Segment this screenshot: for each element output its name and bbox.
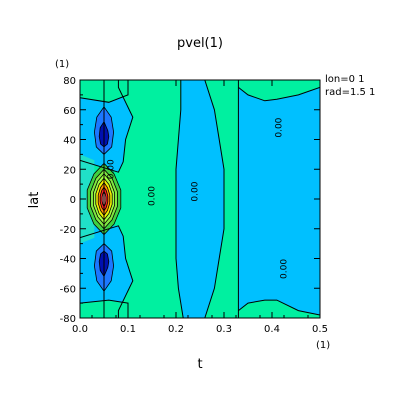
x-tick-label-4: 0.4 xyxy=(264,324,280,335)
y-tick-label-7: 60 xyxy=(63,106,76,117)
zero-line-right-left xyxy=(204,80,225,318)
zero-line-right-north xyxy=(238,86,320,102)
y-unit-label: (1) xyxy=(55,59,69,70)
contour-label-2: 0.00 xyxy=(191,181,201,201)
x-tick-label-5: 0.5 xyxy=(312,324,328,335)
x-unit-label: (1) xyxy=(316,340,330,351)
x-tick-label-1: 0.1 xyxy=(120,324,136,335)
contour-line-layer xyxy=(80,80,320,318)
y-tick-label-1: -60 xyxy=(60,284,76,295)
zero-line-center-left-s xyxy=(80,225,134,318)
y-tick-label-3: -20 xyxy=(60,225,76,236)
contour-label-0: 0.00 xyxy=(107,159,117,179)
y-axis-label: lat xyxy=(27,192,42,209)
axes-layer: 0.0 0.1 0.2 0.3 0.4 0.5 -80 -60 -40 -20 0 20 40 60 80 xyxy=(60,76,328,335)
y-tick-label-5: 20 xyxy=(63,165,76,176)
zero-line-center-left xyxy=(80,80,134,173)
teal-region-right xyxy=(204,80,320,318)
zero-line-center-right xyxy=(175,80,184,318)
contour-label-1: 0.00 xyxy=(147,186,157,206)
x-tick-label-2: 0.2 xyxy=(168,324,184,335)
x-tick-label-0: 0.0 xyxy=(72,324,88,335)
zero-line-top-left xyxy=(80,80,129,103)
y-tick-label-0: -80 xyxy=(60,314,76,325)
y-tick-label-4: 0 xyxy=(70,195,76,206)
y-tick-label-6: 40 xyxy=(63,136,76,147)
contour-label-layer: 0.00 0.00 0.00 0.00 0.00 xyxy=(107,117,290,279)
x-tick-label-3: 0.3 xyxy=(216,324,232,335)
contour-label-3: 0.00 xyxy=(275,117,285,137)
y-tick-label-2: -40 xyxy=(60,255,76,266)
y-tick-label-8: 80 xyxy=(63,76,76,87)
teal-region-center xyxy=(80,80,184,318)
contour-fill-layer xyxy=(80,80,320,318)
annotation-rad: rad=1.5 1 xyxy=(325,87,375,98)
zero-line-bottom-left xyxy=(80,299,129,318)
contour-label-4: 0.00 xyxy=(279,259,289,279)
zero-line-right-south xyxy=(238,299,320,316)
x-axis-label: t xyxy=(197,357,202,372)
chart-title: pvel(1) xyxy=(177,36,223,51)
annotation-lon: lon=0 1 xyxy=(325,74,365,85)
